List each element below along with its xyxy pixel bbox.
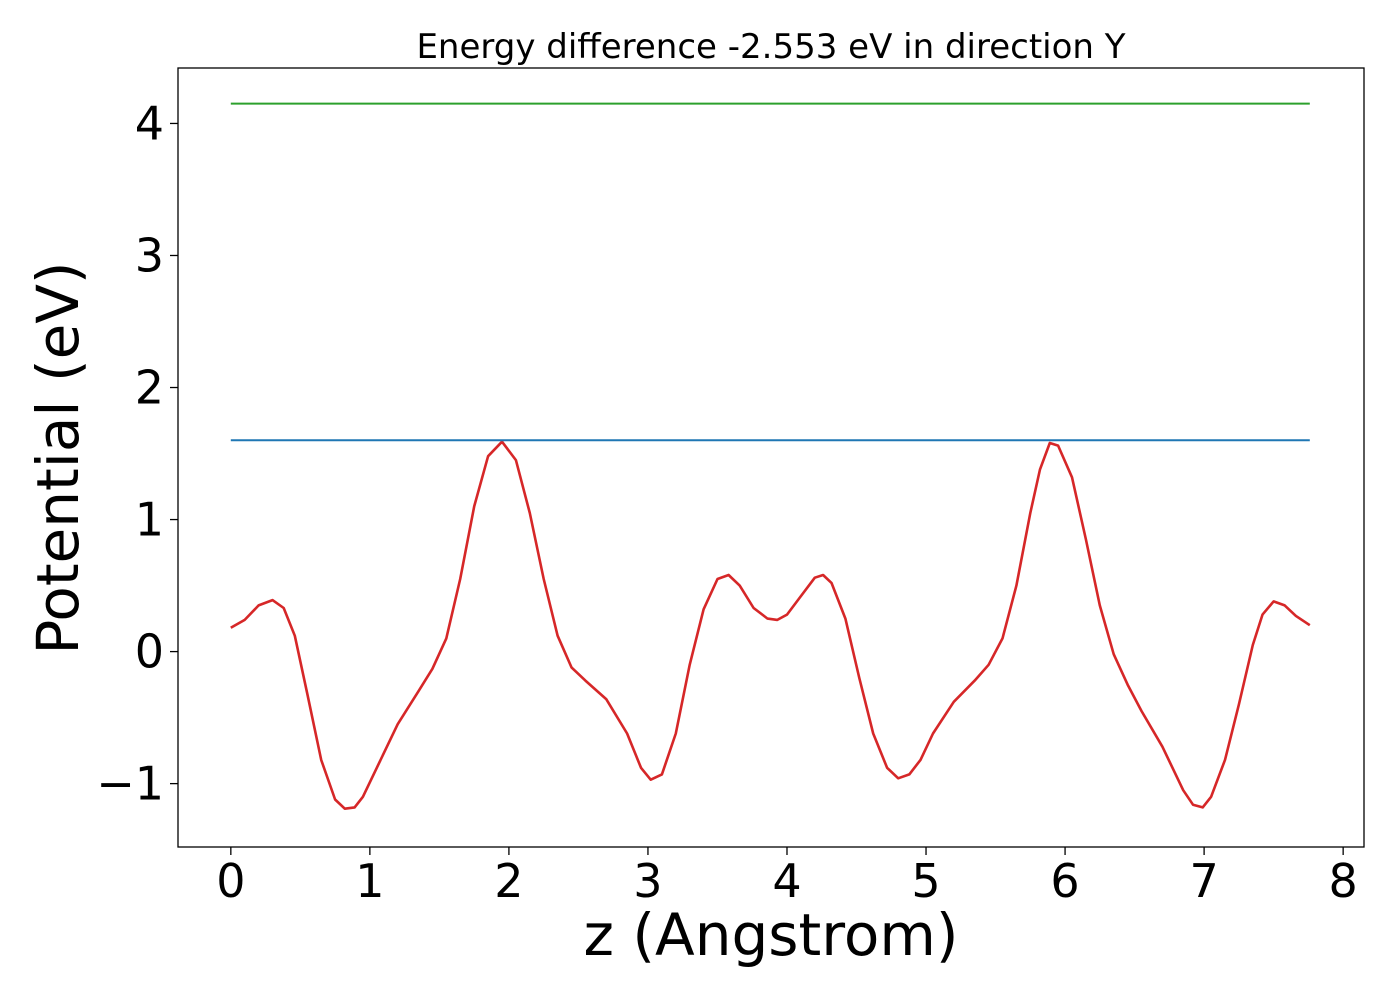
x-tick-label: 5 [911,854,940,908]
y-tick-label: 4 [135,96,164,150]
x-tick-label: 2 [494,854,523,908]
x-tick-label: 1 [355,854,384,908]
series-layer [230,102,1311,811]
y-tick-label: 2 [135,361,164,415]
x-tick-label: 4 [772,854,801,908]
y-axis-label: Potential (eV) [24,261,92,654]
y-tick-label: 3 [135,228,164,282]
y-tick-label: −1 [96,757,164,811]
y-tick-label: 0 [135,625,164,679]
x-axis: 0 1 2 3 4 5 6 7 8 [216,847,1358,908]
x-tick-label: 8 [1329,854,1358,908]
y-tick-label: 1 [135,493,164,547]
x-tick-label: 3 [633,854,662,908]
plot-frame [177,67,1365,848]
chart-title: Energy difference -2.553 eV in direction… [416,27,1125,67]
x-tick-label: 0 [216,854,245,908]
x-tick-label: 7 [1189,854,1218,908]
x-axis-label: z (Angstrom) [584,901,959,969]
series-line-1 [230,440,1311,811]
y-axis: −1 0 1 2 3 4 [96,96,178,811]
x-tick-label: 6 [1050,854,1079,908]
